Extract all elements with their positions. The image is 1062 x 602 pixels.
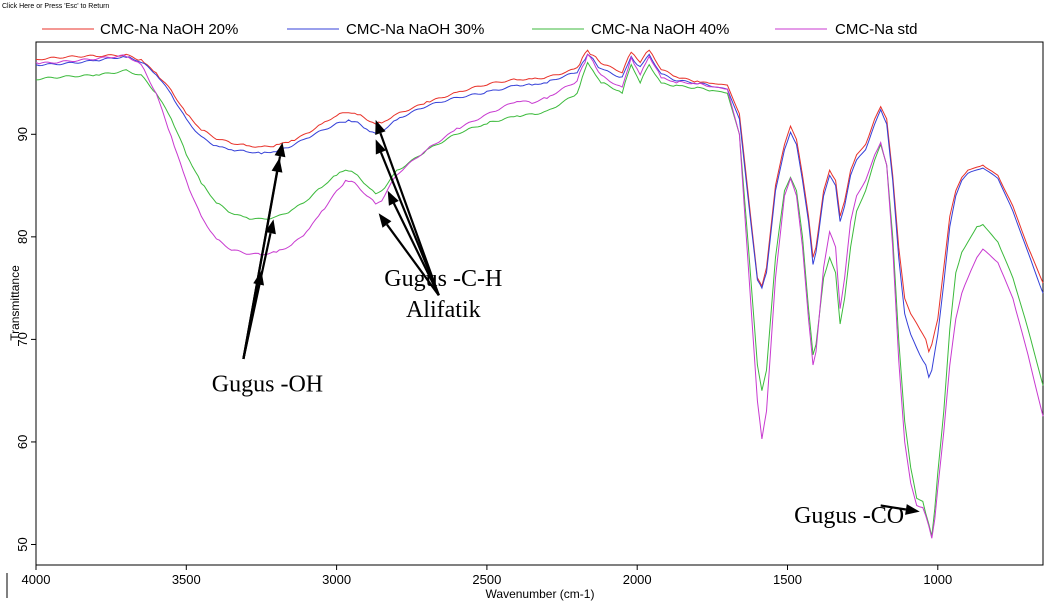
annotation-ch-label-0: Gugus -C-H: [384, 266, 502, 292]
x-tick-label-1000: 1000: [923, 572, 952, 587]
legend-label-naoh-20: CMC-Na NaOH 20%: [100, 21, 238, 38]
x-tick-label-3000: 3000: [322, 572, 351, 587]
x-axis-title: Wavenumber (cm-1): [486, 587, 595, 601]
annotation-ch-arrow-3: [378, 213, 440, 296]
annotation-ch-arrow-3-shaft: [386, 223, 440, 296]
annotation-ch-arrow-0: [375, 119, 440, 296]
annotation-oh-arrow-3-head: [253, 270, 265, 286]
legend: CMC-Na NaOH 20% CMC-Na NaOH 30% CMC-Na N…: [42, 21, 918, 38]
return-hint[interactable]: Click Here or Press 'Esc' to Return: [2, 3, 109, 10]
annotation-co-arrow-0: [880, 504, 920, 515]
plot-frame: [35, 41, 1044, 566]
legend-label-naoh-30: CMC-Na NaOH 30%: [346, 21, 484, 38]
legend-label-std: CMC-Na std: [835, 21, 918, 38]
x-tick-label-1500: 1500: [773, 572, 802, 587]
y-tick-label-90: 90: [15, 127, 30, 141]
x-tick-label-2500: 2500: [472, 572, 501, 587]
annotation-ch-arrow-2: [387, 190, 440, 296]
annotation-ch-arrow-0-shaft: [379, 132, 440, 296]
series-line-cmc-na-std: [35, 53, 1044, 539]
x-tick-label-3500: 3500: [172, 572, 201, 587]
series-layer: [35, 49, 1044, 539]
annotation-oh-arrow-3-shaft: [242, 284, 260, 360]
x-tick-label-4000: 4000: [22, 572, 51, 587]
annotation-ch-arrow-2-shaft: [392, 202, 440, 296]
y-tick-label-50: 50: [15, 537, 30, 551]
axis-layer: 4000 3500 3000 2500 2000 1500 1000 50 60 70 80 90: [15, 127, 952, 587]
annotation-co-arrow-0-shaft: [880, 504, 907, 511]
legend-item-naoh-40: CMC-Na NaOH 40%: [532, 21, 729, 38]
annotation-oh-arrow-2-head: [265, 219, 276, 235]
annotation-ch-arrow-2-head: [387, 190, 399, 206]
annotation-oh-label-0: Gugus -OH: [212, 372, 323, 398]
y-tick-label-80: 80: [15, 230, 30, 244]
legend-item-naoh-20: CMC-Na NaOH 20%: [42, 21, 238, 38]
annotation-ch-arrow-1-shaft: [379, 151, 440, 296]
legend-item-std: CMC-Na std: [775, 21, 918, 38]
annotation-ch-label-1: Alifatik: [406, 297, 481, 323]
series-line-cmc-na-naoh-20: [35, 49, 1044, 354]
legend-label-naoh-40: CMC-Na NaOH 40%: [591, 21, 729, 38]
annotation-ch-arrow-0-head: [375, 119, 386, 135]
legend-item-naoh-30: CMC-Na NaOH 30%: [287, 21, 484, 38]
series-line-cmc-na-naoh-40: [35, 61, 1044, 537]
annotation-ch-arrow-1: [375, 139, 440, 296]
annotation-oh-arrow-3: [242, 270, 265, 360]
y-tick-label-70: 70: [15, 332, 30, 346]
annotation-co-arrow-0-head: [905, 504, 920, 515]
y-tick-label-60: 60: [15, 435, 30, 449]
annotation-ch-arrow-3-head: [378, 213, 392, 228]
annotation-ch-arrow-1-head: [375, 139, 387, 155]
annotation-oh-arrow-1-head: [271, 157, 283, 173]
x-tick-label-2000: 2000: [623, 572, 652, 587]
series-line-cmc-na-naoh-30: [35, 53, 1044, 379]
y-axis-title: Transmittance: [8, 265, 22, 341]
annotation-oh-arrow-0-head: [274, 142, 286, 158]
